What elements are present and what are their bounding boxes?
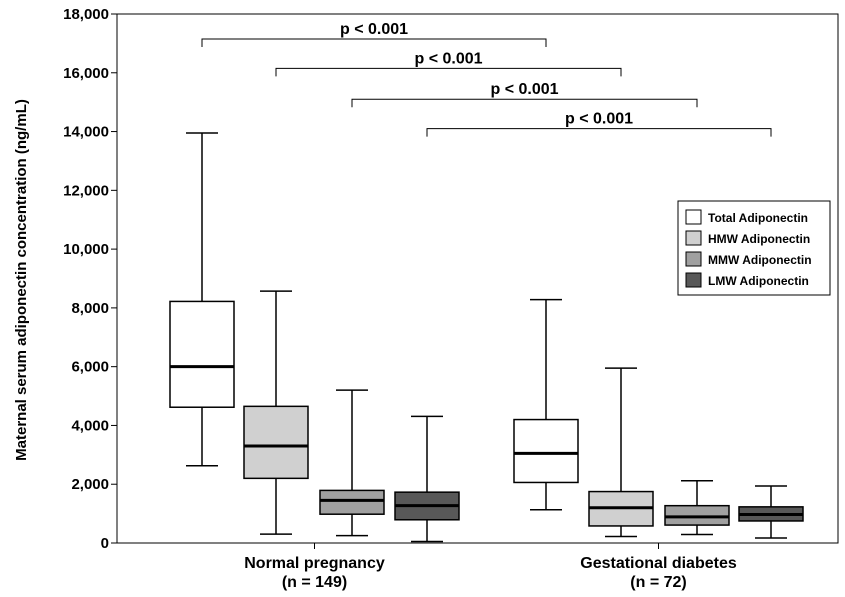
y-axis-label: Maternal serum adiponectin concentration… bbox=[13, 99, 30, 461]
y-tick-label: 12,000 bbox=[63, 182, 109, 199]
legend-label: Total Adiponectin bbox=[708, 211, 808, 225]
legend-entry: LMW Adiponectin bbox=[685, 272, 809, 288]
box-hmw-adiponectin-group-0 bbox=[243, 290, 309, 535]
plot-frame bbox=[116, 13, 839, 544]
legend-swatch bbox=[685, 230, 702, 246]
legend-entry: HMW Adiponectin bbox=[685, 230, 810, 246]
y-tick-label: 18,000 bbox=[63, 6, 109, 23]
iqr-box bbox=[169, 300, 235, 408]
bracket-line bbox=[201, 38, 547, 47]
legend: Total Adiponectin HMW Adiponectin MMW Adip… bbox=[677, 200, 831, 296]
legend-label: MMW Adiponectin bbox=[708, 253, 812, 267]
box-mmw-adiponectin-group-1 bbox=[664, 479, 730, 536]
x-category-label-line2: (n = 72) bbox=[630, 574, 686, 591]
y-tick-label: 0 bbox=[101, 535, 109, 552]
boxes bbox=[169, 132, 804, 543]
iqr-box bbox=[319, 489, 385, 515]
y-tick-label: 10,000 bbox=[63, 241, 109, 258]
y-tick-label: 2,000 bbox=[71, 476, 109, 493]
bracket-line bbox=[351, 98, 698, 108]
x-category-label-line1: Normal pregnancy bbox=[244, 555, 385, 572]
significance-bracket: p < 0.001 bbox=[201, 21, 547, 47]
x-category-label-line1: Gestational diabetes bbox=[580, 555, 737, 572]
significance-bracket: p < 0.001 bbox=[275, 50, 622, 77]
legend-label: LMW Adiponectin bbox=[708, 274, 809, 288]
y-tick-label: 6,000 bbox=[71, 359, 109, 376]
y-tick-label: 4,000 bbox=[71, 417, 109, 434]
y-tick-label: 8,000 bbox=[71, 300, 109, 317]
axes: 0 2,000 4,000 6,000 8,000 10,000 12,000 14,000 1… bbox=[63, 6, 839, 552]
p-value-label: p < 0.001 bbox=[490, 81, 558, 98]
box-lmw-adiponectin-group-1 bbox=[738, 485, 804, 539]
legend-swatch bbox=[685, 272, 702, 288]
iqr-box bbox=[513, 418, 579, 484]
legend-swatch bbox=[685, 209, 702, 225]
x-category-label-line2: (n = 149) bbox=[282, 574, 347, 591]
legend-swatch bbox=[685, 251, 702, 267]
significance-bracket: p < 0.001 bbox=[426, 111, 772, 137]
y-tick-label: 14,000 bbox=[63, 124, 109, 141]
y-tick-label: 16,000 bbox=[63, 65, 109, 82]
legend-label: HMW Adiponectin bbox=[708, 232, 810, 246]
bracket-line bbox=[275, 67, 622, 77]
bracket-line bbox=[426, 128, 772, 137]
p-value-label: p < 0.001 bbox=[340, 21, 408, 38]
box-lmw-adiponectin-group-0 bbox=[394, 415, 460, 543]
legend-entry: Total Adiponectin bbox=[685, 209, 808, 225]
legend-entry: MMW Adiponectin bbox=[685, 251, 812, 267]
iqr-box bbox=[243, 405, 309, 480]
significance-bracket: p < 0.001 bbox=[351, 81, 698, 108]
box-total-adiponectin-group-0 bbox=[169, 132, 235, 467]
p-value-label: p < 0.001 bbox=[565, 111, 633, 128]
box-total-adiponectin-group-1 bbox=[513, 298, 579, 511]
p-value-label: p < 0.001 bbox=[414, 50, 482, 67]
p-value-annotations: p < 0.001 p < 0.001 p < 0.001 p < 0.001 bbox=[201, 21, 772, 137]
x-category-labels: Normal pregnancy (n = 149) Gestational dia… bbox=[244, 555, 737, 591]
box-hmw-adiponectin-group-1 bbox=[588, 367, 654, 538]
box-mmw-adiponectin-group-0 bbox=[319, 389, 385, 537]
legend-frame bbox=[677, 200, 831, 296]
